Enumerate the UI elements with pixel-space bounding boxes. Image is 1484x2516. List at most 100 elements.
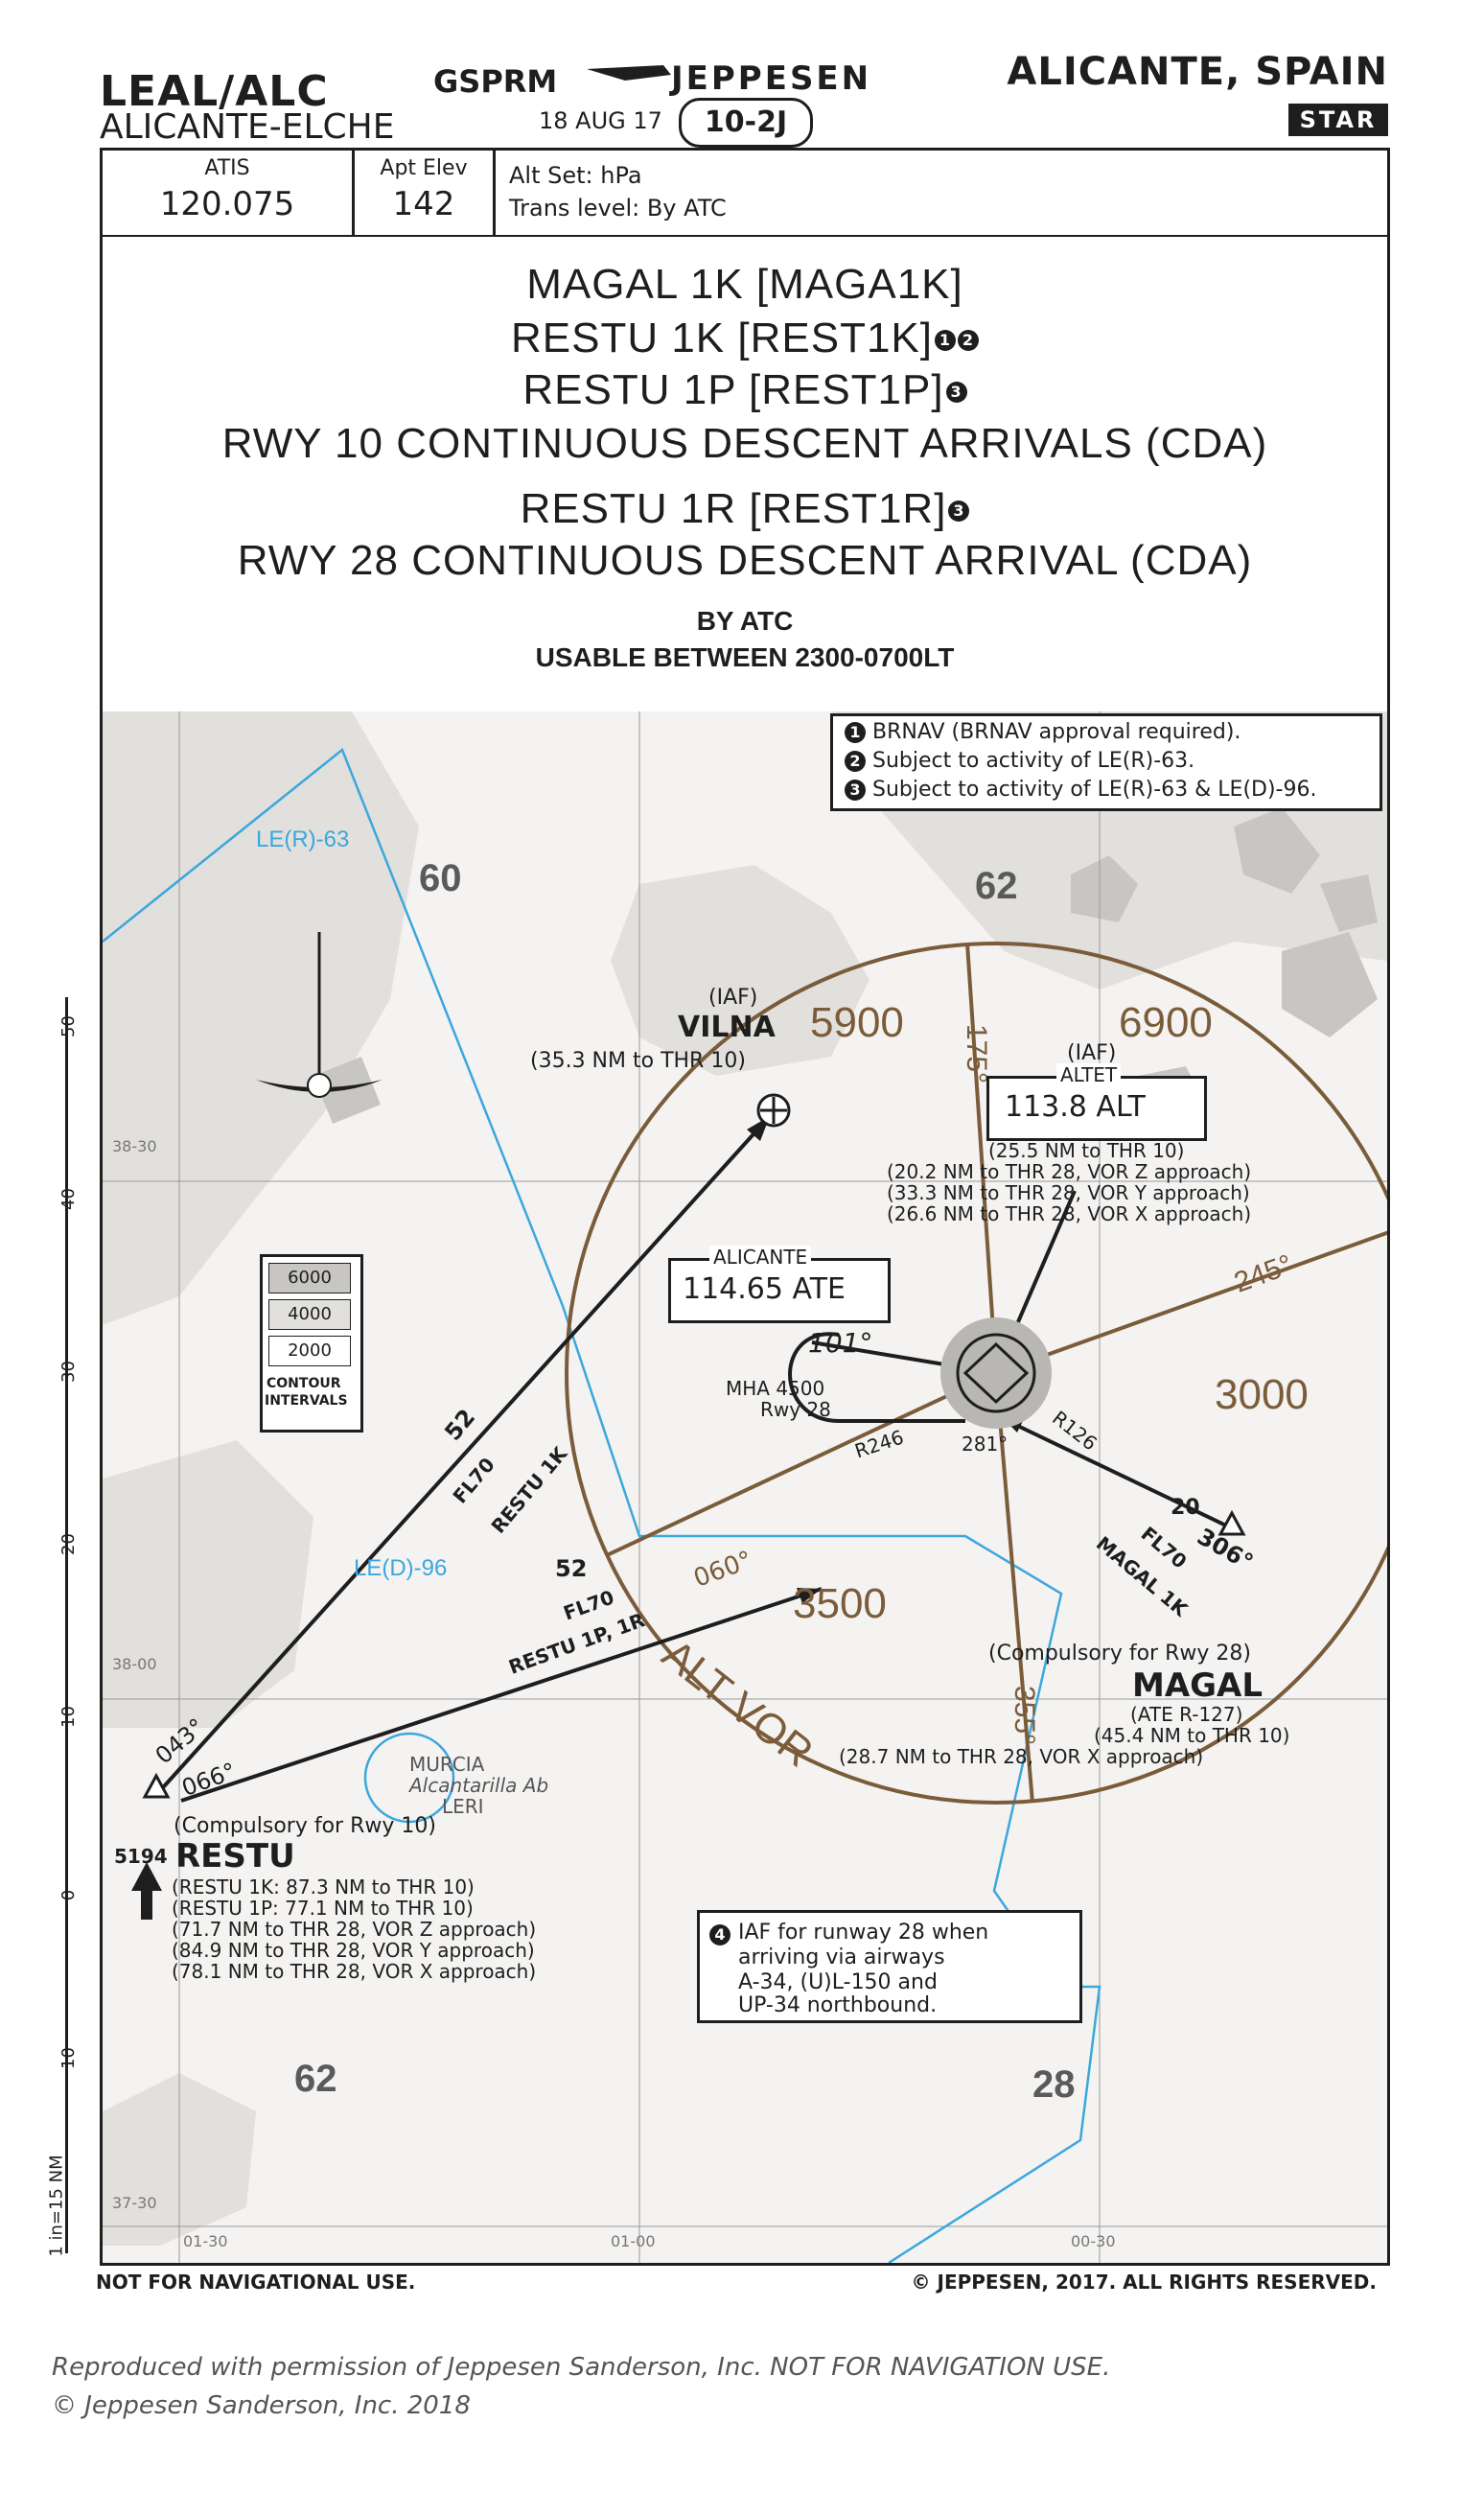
vilna-distance: (35.3 NM to THR 10)	[530, 1049, 746, 1073]
title-line-6: RWY 28 CONTINUOUS DESCENT ARRIVAL (CDA)	[237, 537, 1253, 584]
iaf-note-4: UP-34 northbound.	[738, 1993, 938, 2017]
grid-mora-60: 60	[419, 857, 462, 899]
contour-label-1: CONTOUR	[267, 1376, 341, 1391]
leg-20: 20	[1171, 1496, 1200, 1520]
iaf-note-2: arriving via airways	[738, 1945, 945, 1969]
iaf-note-1: IAF for runway 28 when	[738, 1921, 989, 1945]
iaf-note-3: A-34, (U)L-150 and	[738, 1970, 938, 1994]
iaf-note-box: 4 IAF for runway 28 when arriving via ai…	[697, 1910, 1082, 2023]
magal-dist-1: (45.4 NM to THR 10)	[1094, 1724, 1290, 1747]
lon-00-30: 00-30	[1071, 2232, 1116, 2250]
title-line-2: RESTU 1K [REST1K] 1 2	[103, 314, 1387, 362]
footer-right: © JEPPESEN, 2017. ALL RIGHTS RESERVED.	[911, 2271, 1377, 2294]
msa-circle	[565, 942, 1387, 1805]
footer-left: NOT FOR NAVIGATIONAL USE.	[96, 2271, 416, 2294]
altet-dist-2: (20.2 NM to THR 28, VOR Z approach)	[887, 1160, 1252, 1183]
alicante-name: ALICANTE	[709, 1246, 812, 1269]
scale-30: 30	[58, 1361, 79, 1383]
scale-20: 20	[58, 1533, 79, 1555]
airport-ident: LEAL/ALC	[100, 67, 329, 116]
airspace-boundaries	[103, 747, 1101, 2263]
contour-label-2: INTERVALS	[265, 1393, 348, 1409]
title-line-7: BY ATC	[696, 606, 794, 636]
note-marker-3b: 3	[948, 501, 970, 523]
note-marker-4: 4	[709, 1924, 730, 1945]
lat-38-30: 38-30	[112, 1137, 157, 1155]
airspace-le-d-96: LE(D)-96	[354, 1555, 448, 1581]
note-3: 3 Subject to activity of LE(R)-63 & LE(D…	[843, 778, 1316, 802]
msa-6900: 6900	[1119, 999, 1213, 1046]
altet-dist-1: (25.5 NM to THR 10)	[988, 1139, 1185, 1162]
title-line-2-text: RESTU 1K [REST1K]	[510, 314, 933, 361]
contour-2000: 2000	[268, 1336, 351, 1366]
scale-50: 50	[58, 1015, 79, 1037]
city-name: ALICANTE, SPAIN	[1007, 50, 1388, 94]
magal-triangle-icon	[1217, 1509, 1246, 1536]
scale-10b: 10	[58, 2047, 79, 2069]
contour-4000: 4000	[268, 1299, 351, 1330]
leg-52-b: 52	[555, 1555, 588, 1582]
hold-101: 101°	[808, 1327, 873, 1359]
hold-281: 281°	[962, 1433, 1009, 1456]
scale-40: 40	[58, 1188, 79, 1210]
atis-label: ATIS	[204, 156, 250, 180]
msa-3500: 3500	[793, 1580, 887, 1627]
title-line-8: USABLE BETWEEN 2300-0700LT	[535, 642, 955, 672]
atis-cell: ATIS 120.075	[103, 151, 355, 235]
note-1-marker: 1	[845, 722, 866, 743]
radial-355: 355°	[1009, 1685, 1041, 1746]
info-row: ATIS 120.075 Apt Elev 142 Alt Set: hPa T…	[100, 148, 1390, 237]
scale-note: 1 in=15 NM	[46, 2155, 67, 2257]
lat-38-00: 38-00	[112, 1655, 157, 1673]
grid-mora-28: 28	[1032, 2063, 1076, 2106]
note-marker-3: 3	[945, 382, 967, 404]
lat-37-30: 37-30	[112, 2194, 157, 2212]
restu-elevation: 5194	[114, 1845, 168, 1868]
north-arrow-icon	[256, 932, 383, 1098]
terrain-layer	[103, 711, 1387, 2246]
procedure-code: GSPRM	[433, 63, 558, 100]
alicante-vor-box: ALICANTE 114.65 ATE	[668, 1246, 891, 1323]
magal-radial: (ATE R-127)	[1130, 1703, 1243, 1726]
airspace-le-r-63: LE(R)-63	[256, 827, 350, 852]
notes-box: 1 BRNAV (BRNAV approval required). 2 Sub…	[830, 713, 1382, 811]
altet-vor-box: ALTET 113.8 ALT	[986, 1063, 1207, 1141]
title-line-3: RESTU 1P [REST1P] 3	[103, 366, 1387, 414]
title-line-5-text: RESTU 1R [REST1R]	[520, 485, 947, 532]
vilna-iaf: (IAF)	[708, 986, 758, 1010]
note-marker-2: 2	[958, 330, 979, 352]
note-1-text: BRNAV (BRNAV approval required).	[872, 720, 1241, 744]
chart-map: LE(R)-63 LE(D)-96 60 62 62 28 5900 6900 …	[100, 711, 1390, 2266]
magal-name: MAGAL	[1132, 1666, 1264, 1705]
note-2-marker: 2	[845, 751, 866, 772]
atis-frequency: 120.075	[159, 185, 295, 223]
altimeter-setting: Alt Set: hPa	[509, 162, 642, 189]
altet-frequency: 113.8 ALT	[1005, 1090, 1146, 1124]
mha-4500: MHA 4500	[726, 1377, 825, 1400]
restu-dist-2: (RESTU 1P: 77.1 NM to THR 10)	[172, 1897, 474, 1920]
map-canvas	[103, 711, 1387, 2263]
restu-compulsory: (Compulsory for Rwy 10)	[174, 1814, 436, 1838]
note-2: 2 Subject to activity of LE(R)-63.	[843, 749, 1194, 773]
alicante-vor-symbol	[940, 1317, 1052, 1429]
altet-dist-3: (33.3 NM to THR 28, VOR Y approach)	[887, 1181, 1250, 1204]
graticule	[103, 711, 1387, 2263]
note-marker-1: 1	[935, 330, 956, 352]
murcia-name: MURCIA	[409, 1753, 485, 1776]
jeppesen-logo-icon	[587, 65, 671, 81]
altet-iaf: (IAF)	[1067, 1041, 1117, 1065]
altet-dist-4: (26.6 NM to THR 28, VOR X approach)	[887, 1202, 1252, 1225]
procedure-title-box: MAGAL 1K [MAGA1K] RESTU 1K [REST1K] 1 2 RE…	[100, 232, 1390, 714]
contour-6000: 6000	[268, 1263, 351, 1293]
chart-date: 18 AUG 17	[539, 107, 662, 134]
lon-01-00: 01-00	[611, 2232, 656, 2250]
restu-dist-3: (71.7 NM to THR 28, VOR Z approach)	[172, 1918, 537, 1941]
restu-triangle-icon	[142, 1772, 171, 1799]
note-3-text: Subject to activity of LE(R)-63 & LE(D)-…	[872, 778, 1317, 802]
mha-rwy: Rwy 28	[760, 1398, 831, 1421]
vilna-name: VILNA	[678, 1011, 776, 1044]
reproduction-copyright: © Jeppesen Sanderson, Inc. 2018	[52, 2391, 471, 2420]
note-3-marker: 3	[845, 780, 866, 801]
lon-01-30: 01-30	[183, 2232, 228, 2250]
murcia-ident: LERI	[442, 1795, 484, 1818]
